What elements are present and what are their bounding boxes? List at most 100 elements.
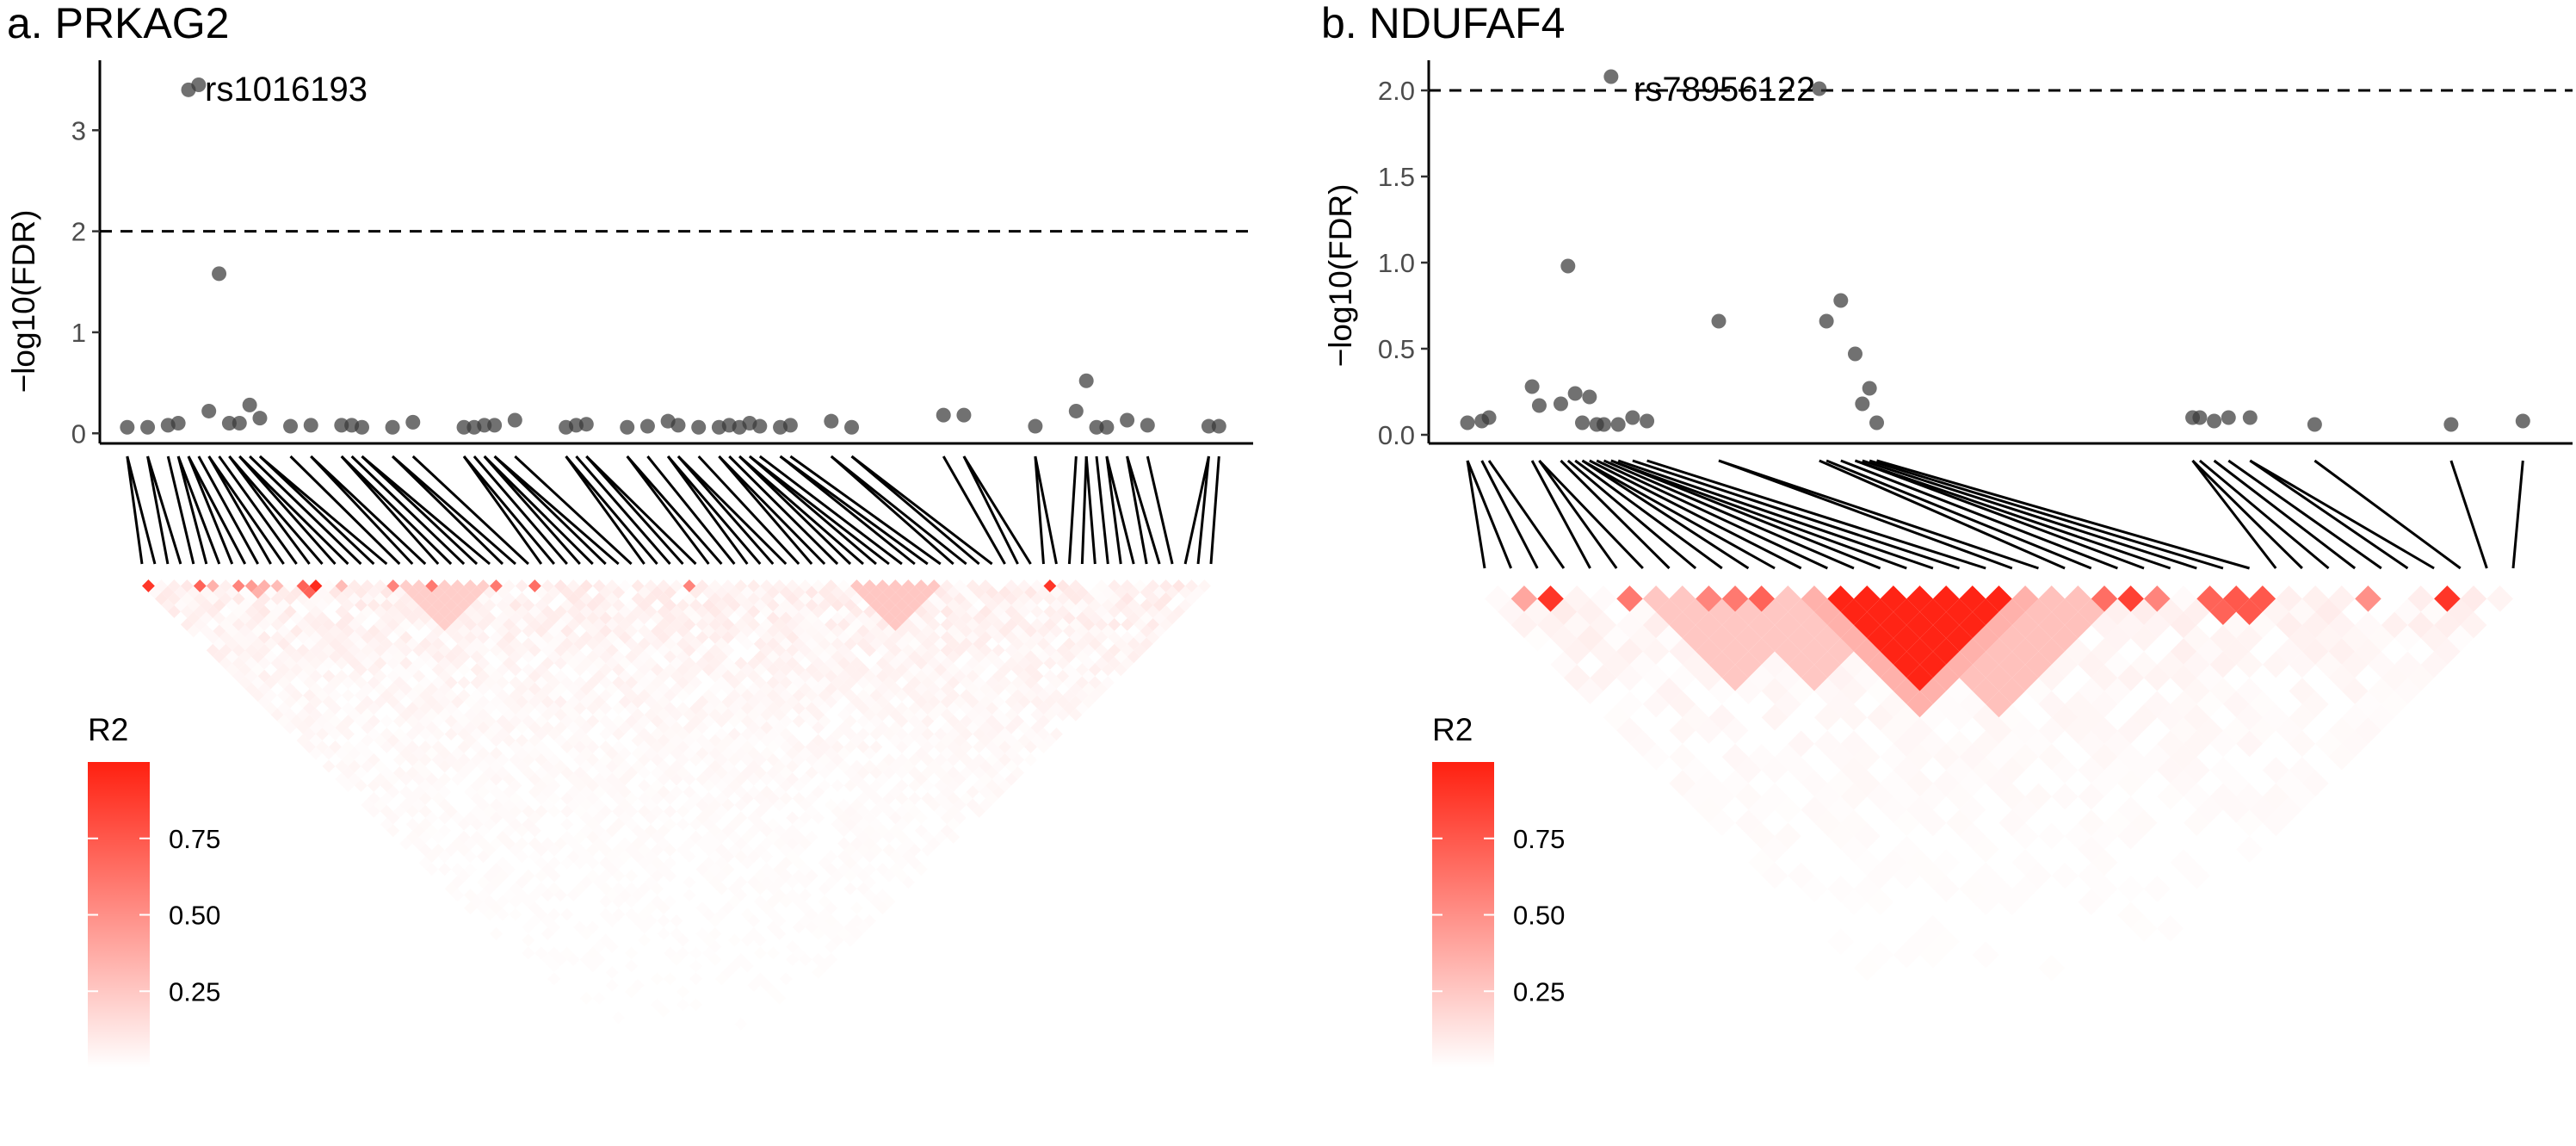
snp-connector xyxy=(187,455,234,565)
ld-cell xyxy=(547,791,561,805)
ld-cell xyxy=(2091,876,2118,902)
ld-cell xyxy=(1523,572,1551,599)
snp-point xyxy=(1068,403,1084,418)
ld-cell xyxy=(431,676,445,690)
ld-cell xyxy=(676,998,689,1012)
ld-cell xyxy=(1946,572,1973,599)
snp-connector xyxy=(1869,459,2224,570)
ld-cell xyxy=(825,850,838,864)
snp-connector xyxy=(197,455,259,565)
ld-cell xyxy=(1959,611,1986,639)
snp-point xyxy=(1625,410,1640,425)
ld-cell xyxy=(831,740,844,754)
ld-cell xyxy=(1616,611,1643,639)
ld-cell xyxy=(380,715,393,728)
ld-cell xyxy=(1827,691,1854,718)
ld-cell xyxy=(676,985,689,999)
ld-cell xyxy=(380,598,393,612)
ld-cell xyxy=(2104,651,2131,678)
ld-cell xyxy=(418,676,432,690)
ld-cell xyxy=(348,746,361,760)
legend-title: R2 xyxy=(88,712,128,747)
ld-cell xyxy=(457,676,471,690)
ld-cell xyxy=(1906,611,1933,639)
snp-point xyxy=(1819,313,1834,329)
ld-cell xyxy=(348,592,361,605)
snp-connector xyxy=(1855,459,2171,570)
ld-cell xyxy=(2249,691,2276,718)
ld-cell xyxy=(560,908,574,921)
ld-cell xyxy=(213,637,226,651)
ld-cell xyxy=(1761,836,1788,863)
ld-cell xyxy=(322,669,336,683)
ld-cell xyxy=(1748,849,1776,877)
snp-connector xyxy=(207,455,272,565)
snp-point xyxy=(1862,381,1877,396)
ld-cell xyxy=(664,817,676,831)
snp-point xyxy=(221,416,237,431)
snp-connector xyxy=(166,455,195,565)
ld-cell xyxy=(1814,678,1841,704)
ld-cell xyxy=(1134,579,1147,592)
ld-cell xyxy=(2104,678,2131,704)
ld-cell xyxy=(2289,730,2316,758)
ld-cell xyxy=(1669,611,1696,639)
ld-cell xyxy=(818,715,831,728)
ld-cell xyxy=(1880,796,1907,823)
ld-cell xyxy=(1735,624,1762,652)
ld-cell xyxy=(380,585,393,599)
snp-connector xyxy=(392,455,504,566)
ld-cell xyxy=(1998,598,2026,625)
ld-cell xyxy=(605,965,619,979)
panel-ndufaf4: b. NDUFAF4 −log10(FDR) 0.0 0.5 1.0 1.5 2.0 r… xyxy=(1321,0,2573,1068)
ld-cell xyxy=(2368,651,2395,678)
ld-cell xyxy=(721,863,735,877)
ld-cell xyxy=(1814,703,1841,731)
ld-cell xyxy=(251,573,265,586)
ld-cell xyxy=(766,611,780,625)
snp-point xyxy=(639,418,655,434)
ld-cell xyxy=(2222,770,2250,797)
ld-cell xyxy=(2078,757,2105,784)
ld-cell xyxy=(579,991,593,1005)
ld-cell xyxy=(566,785,580,799)
ld-cell xyxy=(657,927,670,940)
snp-connector xyxy=(1538,459,1644,570)
ld-cell xyxy=(264,689,278,703)
ld-cell xyxy=(386,811,400,825)
ld-cell xyxy=(2355,585,2381,612)
ld-cell xyxy=(701,689,715,703)
ld-cell xyxy=(418,598,432,612)
ld-cell xyxy=(799,901,812,915)
ld-cell xyxy=(2276,638,2302,665)
snp-point xyxy=(1610,417,1626,432)
ld-cell xyxy=(2183,678,2210,704)
ld-cell xyxy=(1919,651,1947,678)
ld-cell xyxy=(2091,611,2118,639)
ld-cell xyxy=(213,585,226,599)
ld-cell xyxy=(438,785,452,799)
ld-cell xyxy=(631,889,645,902)
ld-cell xyxy=(1972,862,1999,889)
ld-cell xyxy=(2183,809,2210,837)
ld-cell xyxy=(418,791,432,805)
ld-cell xyxy=(734,811,748,825)
ld-cell xyxy=(2025,783,2052,810)
ld-cell xyxy=(592,952,606,966)
ld-cell xyxy=(2276,770,2302,797)
snp-connector xyxy=(1067,455,1078,565)
ld-cell xyxy=(1932,638,1960,665)
ld-cell xyxy=(418,728,432,741)
ld-cell xyxy=(1814,730,1841,758)
ld-cell xyxy=(2301,770,2329,797)
ld-cell xyxy=(1959,876,1986,902)
ld-cell xyxy=(1972,730,1999,758)
y-axis-label: −log10(FDR) xyxy=(6,210,41,393)
ld-cell xyxy=(631,579,645,592)
ld-cell xyxy=(2368,678,2395,704)
snp-point xyxy=(242,397,257,412)
ld-cell xyxy=(1893,862,1920,889)
ld-cell xyxy=(1204,573,1218,586)
ld-cell xyxy=(631,643,645,657)
ld-cell xyxy=(2117,585,2145,612)
